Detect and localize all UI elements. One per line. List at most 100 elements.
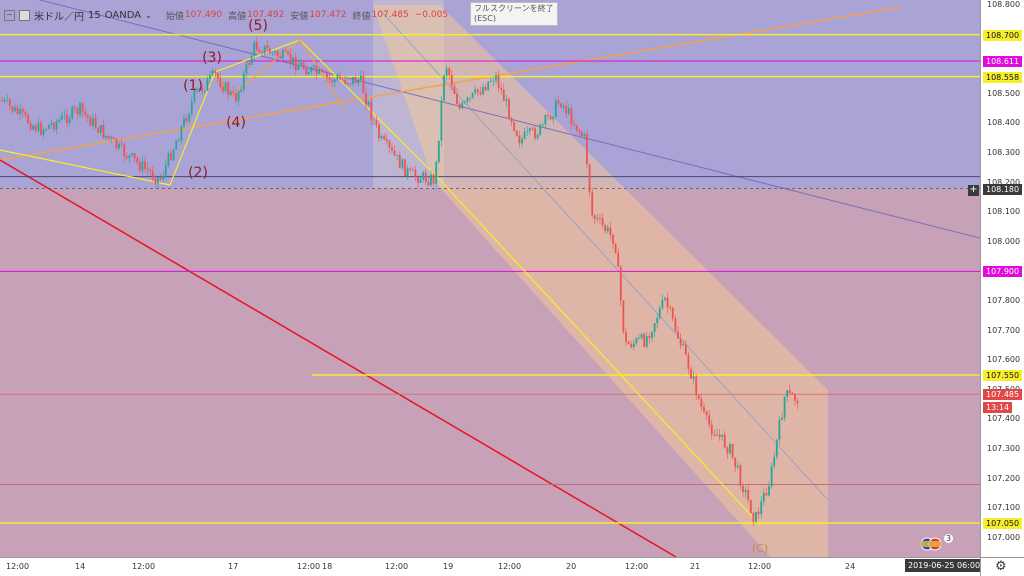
candle-body <box>157 177 159 184</box>
candle-body <box>131 153 133 156</box>
candle-body <box>313 65 315 68</box>
candle-body <box>411 169 414 171</box>
candle-body <box>164 165 167 176</box>
candle-body <box>89 117 92 126</box>
price-tick: 107.600 <box>987 355 1021 365</box>
candle-body <box>86 114 89 118</box>
price-tick: 107.800 <box>987 296 1021 305</box>
candle-body <box>216 73 219 79</box>
candle-body <box>211 70 214 75</box>
candle-body <box>609 227 612 235</box>
high-label: 高値 <box>228 11 247 22</box>
candle-body <box>443 75 445 101</box>
candle-body <box>136 158 139 163</box>
candle-body <box>599 217 601 219</box>
candle-body <box>495 75 497 81</box>
price-axis[interactable]: 108.800108.700108.600108.500108.400108.3… <box>980 0 1024 557</box>
red-trendline <box>0 159 677 557</box>
economic-event-flag[interactable]: 3 <box>918 534 954 551</box>
candle-body <box>773 456 776 466</box>
candle-body <box>526 131 529 133</box>
candle-body <box>185 117 188 122</box>
candle-body <box>474 89 477 93</box>
candle-body <box>661 299 664 309</box>
candle-body <box>144 161 146 169</box>
candle-body <box>391 147 393 151</box>
candle-body <box>151 171 154 179</box>
settings-square-icon[interactable] <box>19 9 30 21</box>
candle-body <box>510 118 513 123</box>
candle-body <box>669 307 672 309</box>
candle-body <box>219 78 222 88</box>
candle-body <box>619 266 622 301</box>
candle-body <box>762 493 765 502</box>
close-value: 107.485 <box>371 10 409 20</box>
price-tag: 107.050 <box>983 518 1023 529</box>
candle-body <box>687 354 690 369</box>
chart-plot-area[interactable]: (1) (2) (3) (4) (5) (C) − 米ドル／円 15 OANDA ⌄ 始値… <box>0 0 980 557</box>
price-tag: 107.485 <box>983 389 1023 401</box>
candle-body <box>107 135 110 139</box>
candle-body <box>245 63 248 74</box>
candle-body <box>690 368 692 379</box>
interval-label[interactable]: 15 <box>88 9 101 21</box>
candle-body <box>586 134 588 165</box>
price-tag: 108.558 <box>983 71 1023 83</box>
price-tick: 107.100 <box>987 503 1021 513</box>
current-time: 06:00 <box>954 561 981 570</box>
candle-body <box>640 334 643 339</box>
candle-body <box>458 104 461 109</box>
candle-body <box>339 76 341 80</box>
time-axis[interactable]: 12:00 14 12:00 17 12:00 18 12:00 19 12:00 20 12:00… <box>0 557 984 576</box>
candle-body <box>170 153 172 161</box>
candle-body <box>183 117 185 127</box>
candle-body <box>786 390 789 397</box>
candle-body <box>341 79 344 81</box>
price-tag: 107.550 <box>983 370 1023 381</box>
candle-body <box>440 100 443 141</box>
candle-body <box>375 120 378 125</box>
candle-body <box>99 124 102 133</box>
candle-body <box>456 93 458 105</box>
high-value: 107.492 <box>247 10 285 20</box>
candle-body <box>697 395 700 399</box>
candle-body <box>648 336 651 339</box>
price-tag: 13:14 <box>983 402 1013 414</box>
candle-body <box>203 90 206 92</box>
candle-body <box>565 105 568 114</box>
symbol-name[interactable]: 米ドル／円 <box>34 11 84 23</box>
price-tick: 107.200 <box>987 473 1021 483</box>
candle-body <box>328 77 331 80</box>
candle-body <box>115 138 118 149</box>
chevron-down-icon[interactable]: ⌄ <box>145 10 152 20</box>
candle-body <box>138 162 141 171</box>
candle-body <box>705 411 708 416</box>
candle-body <box>198 88 201 90</box>
time-tick: 18 <box>322 562 333 571</box>
candle-body <box>14 107 16 112</box>
candle-body <box>201 88 204 92</box>
low-value: 107.472 <box>309 10 347 20</box>
candle-body <box>37 122 40 131</box>
candle-body <box>297 65 300 71</box>
candle-body <box>729 443 731 454</box>
candle-body <box>385 139 388 141</box>
time-tick: 20 <box>566 562 577 571</box>
candle-body <box>794 394 796 401</box>
price-tag: 108.700 <box>983 29 1023 41</box>
price-tick: 107.700 <box>987 325 1021 335</box>
candle-body <box>596 217 599 219</box>
source-label[interactable]: OANDA <box>104 9 142 21</box>
candle-body <box>674 318 677 332</box>
candle-body <box>622 300 625 332</box>
candle-body <box>656 318 659 324</box>
candle-body <box>726 447 729 454</box>
candle-body <box>276 51 279 57</box>
candle-body <box>63 114 66 116</box>
candle-body <box>406 168 409 177</box>
candle-body <box>757 511 760 515</box>
candle-body <box>471 92 474 98</box>
collapse-icon[interactable]: − <box>4 9 15 21</box>
gear-icon[interactable]: ⚙ <box>995 559 1007 574</box>
plus-icon[interactable]: + <box>968 184 979 196</box>
